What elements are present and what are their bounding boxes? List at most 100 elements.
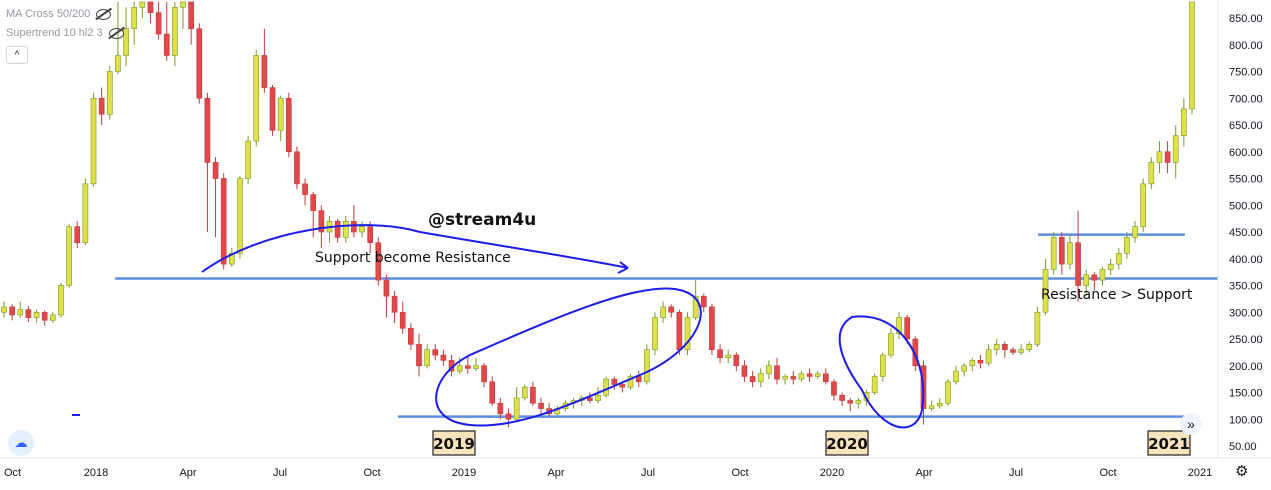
- candle-body: [928, 405, 935, 409]
- support-label: Support become Resistance: [315, 250, 511, 266]
- candle-body: [473, 365, 479, 369]
- candle-body: [180, 1, 186, 8]
- candle-body: [1124, 237, 1130, 254]
- candle-body: [774, 365, 780, 380]
- candle-body: [74, 226, 81, 243]
- candle-body: [9, 306, 15, 316]
- scroll-to-realtime-button[interactable]: »: [1180, 413, 1202, 435]
- candle-body: [1010, 349, 1016, 353]
- price-tick-label: 400.00: [1229, 254, 1263, 266]
- candle-body: [277, 97, 284, 131]
- candle-body: [660, 306, 666, 318]
- candle-body: [538, 402, 544, 409]
- candle-body: [717, 349, 723, 359]
- candle-body: [245, 140, 251, 179]
- candle-body: [90, 97, 97, 185]
- price-tick-label: 650.00: [1229, 120, 1263, 132]
- candle-body: [432, 349, 439, 356]
- candle-body: [855, 400, 862, 404]
- candle-body: [375, 242, 382, 281]
- candle-body: [399, 311, 406, 329]
- candle-body: [1091, 274, 1098, 281]
- candle-body: [847, 400, 854, 404]
- collapse-legend-button[interactable]: ^: [6, 46, 28, 64]
- candle-body: [888, 333, 894, 356]
- candle-body: [1189, 1, 1195, 110]
- candle-body: [131, 7, 138, 29]
- candle-body: [521, 386, 528, 399]
- candle-body: [871, 376, 878, 393]
- legend-ma-cross[interactable]: MA Cross 50/200: [6, 5, 124, 24]
- candle-body: [806, 373, 813, 377]
- candle-body: [106, 71, 113, 115]
- candle-body: [367, 226, 373, 243]
- candle-body: [1042, 269, 1049, 313]
- candle-body: [25, 309, 32, 318]
- time-tick-label: Apr: [547, 467, 564, 479]
- candle-body: [945, 381, 951, 404]
- year-box-label: 2019: [433, 435, 475, 453]
- candle-body: [1181, 108, 1187, 136]
- time-tick-label: Oct: [1099, 467, 1116, 479]
- resistance-label: Resistance > Support: [1041, 287, 1193, 303]
- candle-body: [351, 221, 357, 233]
- candle-body: [82, 183, 89, 244]
- candle-body: [961, 365, 967, 372]
- candle-body: [823, 373, 829, 383]
- candle-body: [302, 183, 308, 195]
- price-tick-label: 50.00: [1229, 441, 1257, 453]
- price-tick-label: 150.00: [1229, 388, 1263, 400]
- watermark-text: @stream4u: [428, 210, 536, 230]
- candle-body: [595, 394, 601, 401]
- candle-body: [1058, 237, 1065, 265]
- year-box-2021: 2021: [1147, 430, 1191, 456]
- candle-body: [692, 295, 699, 318]
- time-tick-label: 2020: [820, 467, 844, 479]
- candle-body: [1156, 151, 1163, 163]
- candle-body: [285, 97, 292, 153]
- candle-body: [505, 413, 512, 420]
- candle-body: [163, 33, 170, 56]
- price-axis[interactable]: 850.00 800.00 750.00 700.00 650.00 600.00 550.…: [1217, 0, 1263, 458]
- legend-supertrend[interactable]: Supertrend 10 hl2 3: [6, 24, 124, 43]
- candle-body: [204, 97, 211, 163]
- candle-body: [49, 314, 56, 321]
- candle-body: [839, 394, 845, 401]
- candle-body: [741, 365, 748, 377]
- candle-body: [627, 376, 634, 388]
- candle-body: [757, 373, 764, 383]
- candle-body: [334, 221, 341, 238]
- price-tick-label: 250.00: [1229, 334, 1263, 346]
- tradingview-logo-icon[interactable]: ☁: [8, 430, 34, 456]
- candle-body: [766, 365, 772, 375]
- time-tick-label: 2019: [452, 467, 476, 479]
- candle-body: [1, 306, 7, 313]
- time-tick-label: 2021: [1188, 467, 1212, 479]
- gear-icon[interactable]: ⚙: [1235, 463, 1249, 480]
- candle-body: [98, 97, 105, 115]
- candle-body: [58, 285, 64, 316]
- candle-body: [782, 376, 788, 380]
- candle-body: [587, 397, 593, 401]
- candle-body: [66, 226, 72, 286]
- candle-body: [1083, 274, 1090, 286]
- candle-body: [749, 376, 756, 383]
- time-axis[interactable]: Oct 2018 Apr Jul Oct 2019 Apr Jul Oct 2020 Apr Jul O…: [0, 457, 1271, 479]
- candle-body: [1018, 349, 1024, 353]
- indicator-legend: MA Cross 50/200 Supertrend 10 hl2 3 ^: [6, 5, 124, 64]
- candle-body: [1132, 226, 1138, 238]
- price-tick-label: 750.00: [1229, 67, 1263, 79]
- candle-body: [1140, 183, 1147, 227]
- candle-body: [936, 402, 943, 407]
- candle-body: [879, 354, 886, 377]
- price-tick-label: 200.00: [1229, 361, 1263, 373]
- time-tick-label: Oct: [4, 467, 21, 479]
- price-tick-label: 550.00: [1229, 174, 1263, 186]
- hidden-eye-icon[interactable]: [96, 9, 112, 20]
- candle-body: [1099, 269, 1106, 281]
- candle-body: [269, 87, 276, 131]
- hidden-eye-icon[interactable]: [108, 28, 124, 39]
- candle-body: [725, 354, 732, 359]
- candle-body: [196, 28, 203, 99]
